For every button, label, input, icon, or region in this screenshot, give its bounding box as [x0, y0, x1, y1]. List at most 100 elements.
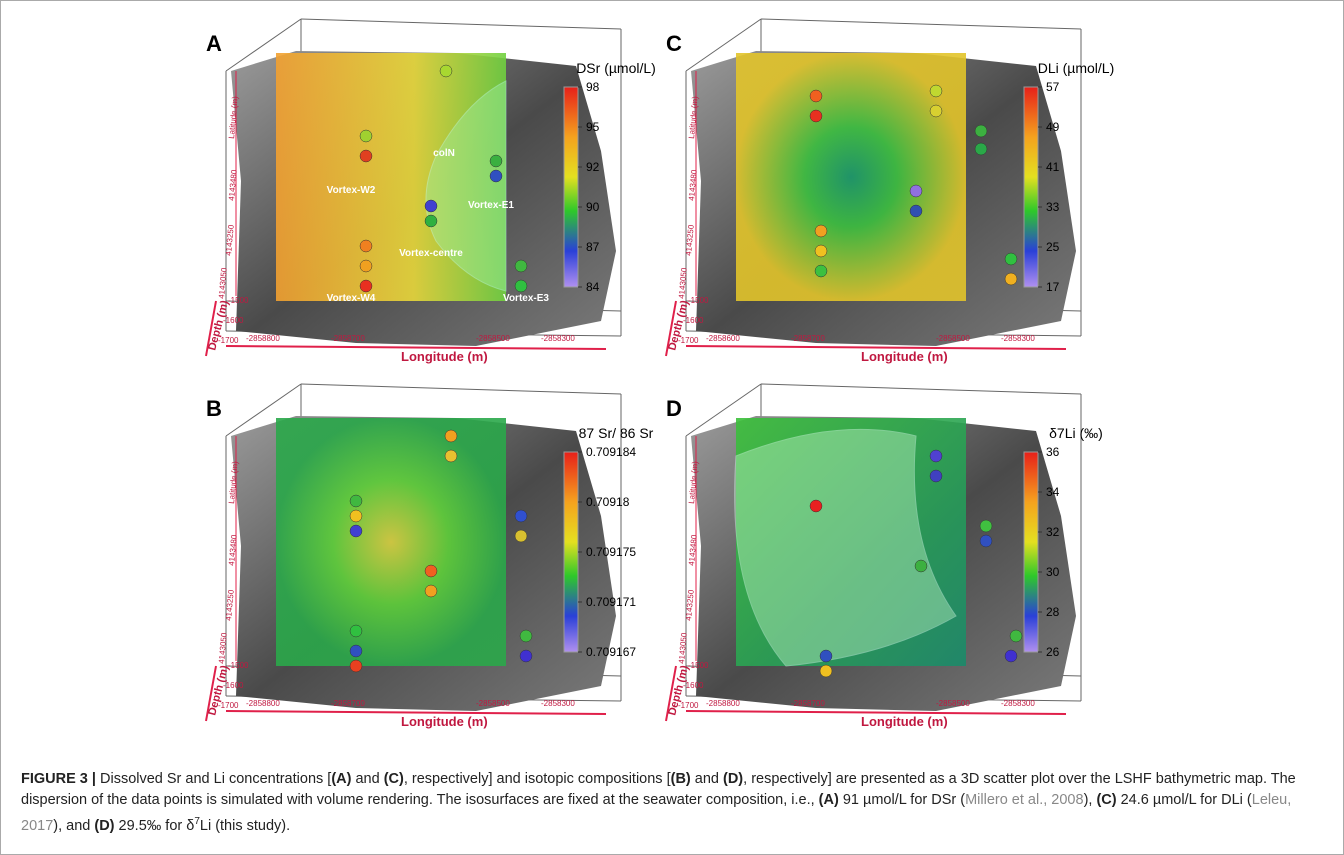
sample-point — [810, 90, 822, 102]
colorbar-title: δ7Li (‰) — [1049, 425, 1103, 441]
colorbar-tick-label: 0.709175 — [586, 545, 636, 559]
sample-point — [975, 143, 987, 155]
sample-point — [910, 205, 922, 217]
x-axis-label: Longitude (m) — [861, 714, 948, 729]
y-tick-label: -1500 — [688, 296, 709, 305]
caption-run: (D) — [94, 818, 114, 834]
sample-point — [810, 110, 822, 122]
colorbar-tick-label: 26 — [1046, 645, 1060, 659]
sample-point — [360, 130, 372, 142]
colorbar-tick-label: 49 — [1046, 120, 1060, 134]
sample-point — [445, 450, 457, 462]
y-tick-label: -1500 — [228, 661, 249, 670]
lat-tick-label: 4143250 — [684, 589, 696, 621]
sample-point — [425, 585, 437, 597]
sample-point — [930, 450, 942, 462]
caption-run: and — [351, 771, 383, 787]
colorbar-tick-label: 25 — [1046, 240, 1060, 254]
sample-point — [515, 510, 527, 522]
sample-point — [1005, 650, 1017, 662]
sample-point — [445, 430, 457, 442]
x-tick-label: -2858500 — [936, 334, 970, 343]
caption-run: ), and — [53, 818, 94, 834]
colorbar — [564, 87, 578, 287]
colorbar-tick-label: 84 — [586, 280, 600, 294]
sample-point — [980, 520, 992, 532]
colorbar — [1024, 87, 1038, 287]
colorbar-tick-label: 33 — [1046, 200, 1060, 214]
annotation: colN — [433, 148, 455, 159]
sample-point — [1010, 630, 1022, 642]
x-tick-label: -2858800 — [246, 334, 280, 343]
caption-run: 29.5‰ for δ — [115, 818, 195, 834]
x-tick-label: -2858700 — [791, 699, 825, 708]
annotation: Vortex-E1 — [468, 200, 514, 211]
figure-caption: FIGURE 3 | Dissolved Sr and Li concentra… — [21, 769, 1326, 837]
sample-point — [910, 185, 922, 197]
colorbar-tick-label: 0.709184 — [586, 445, 636, 459]
sample-point — [350, 510, 362, 522]
sample-point — [350, 495, 362, 507]
caption-run: Millero et al., 2008 — [965, 792, 1083, 808]
panel-letter: D — [666, 396, 682, 421]
colorbar-tick-label: 98 — [586, 80, 600, 94]
caption-run: , respectively] and isotopic composition… — [404, 771, 671, 787]
x-tick-label: -2858500 — [476, 699, 510, 708]
colorbar-title: DSr (µmol/L) — [576, 60, 656, 76]
sample-point — [425, 565, 437, 577]
sample-point — [490, 155, 502, 167]
box-edge — [761, 384, 1081, 394]
colorbar-tick-label: 87 — [586, 240, 600, 254]
annotation: Vortex-W4 — [327, 293, 376, 304]
panel: A-2858800-2858700-2858500-2858300Longitu… — [206, 19, 656, 364]
sample-point — [425, 200, 437, 212]
caption-run: Li (this study). — [200, 818, 290, 834]
x-tick-label: -2858600 — [706, 334, 740, 343]
sample-point — [520, 650, 532, 662]
caption-run: ), — [1084, 792, 1097, 808]
caption-run: 91 µmol/L for DSr ( — [839, 792, 965, 808]
figure: A-2858800-2858700-2858500-2858300Longitu… — [0, 0, 1344, 855]
sample-point — [915, 560, 927, 572]
colorbar-tick-label: 90 — [586, 200, 600, 214]
lat-tick-label: 4143050 — [677, 632, 689, 664]
x-tick-label: -2858300 — [541, 699, 575, 708]
caption-run: (A) — [819, 792, 839, 808]
sample-point — [980, 535, 992, 547]
x-tick-label: -2858700 — [331, 334, 365, 343]
annotation: Vortex-W2 — [327, 185, 376, 196]
colorbar-tick-label: 41 — [1046, 160, 1060, 174]
colorbar-tick-label: 32 — [1046, 525, 1060, 539]
caption-run: Dissolved Sr and Li concentrations [ — [96, 771, 331, 787]
caption-run: (C) — [1096, 792, 1116, 808]
panel: D-2858800-2858700-2858500-2858300Longitu… — [666, 384, 1103, 729]
box-edge — [301, 384, 621, 394]
colorbar-tick-label: 0.709171 — [586, 595, 636, 609]
colorbar-tick-label: 36 — [1046, 445, 1060, 459]
colorbar-tick-label: 95 — [586, 120, 600, 134]
x-tick-label: -2858700 — [331, 699, 365, 708]
box-edge — [761, 19, 1081, 29]
x-tick-label: -2858300 — [1001, 334, 1035, 343]
x-axis-label: Longitude (m) — [401, 714, 488, 729]
caption-run: and — [691, 771, 723, 787]
colorbar-tick-label: 28 — [1046, 605, 1060, 619]
colorbar — [564, 452, 578, 652]
lat-tick-label: 4143480 — [227, 534, 239, 566]
colorbar-tick-label: 0.70918 — [586, 495, 630, 509]
sample-point — [360, 280, 372, 292]
caption-run: FIGURE 3 | — [21, 771, 96, 787]
sample-point — [1005, 253, 1017, 265]
colorbar-tick-label: 30 — [1046, 565, 1060, 579]
lat-tick-label: 4143250 — [684, 224, 696, 256]
sample-point — [350, 645, 362, 657]
sample-point — [815, 245, 827, 257]
lat-tick-label: 4143050 — [217, 632, 229, 664]
sample-point — [360, 240, 372, 252]
sample-point — [1005, 273, 1017, 285]
caption-run: 24.6 µmol/L for DLi ( — [1117, 792, 1252, 808]
panel: C-2858600-2858700-2858500-2858300Longitu… — [666, 19, 1114, 364]
caption-run: (C) — [384, 771, 404, 787]
colorbar-tick-label: 57 — [1046, 80, 1060, 94]
sample-point — [520, 630, 532, 642]
